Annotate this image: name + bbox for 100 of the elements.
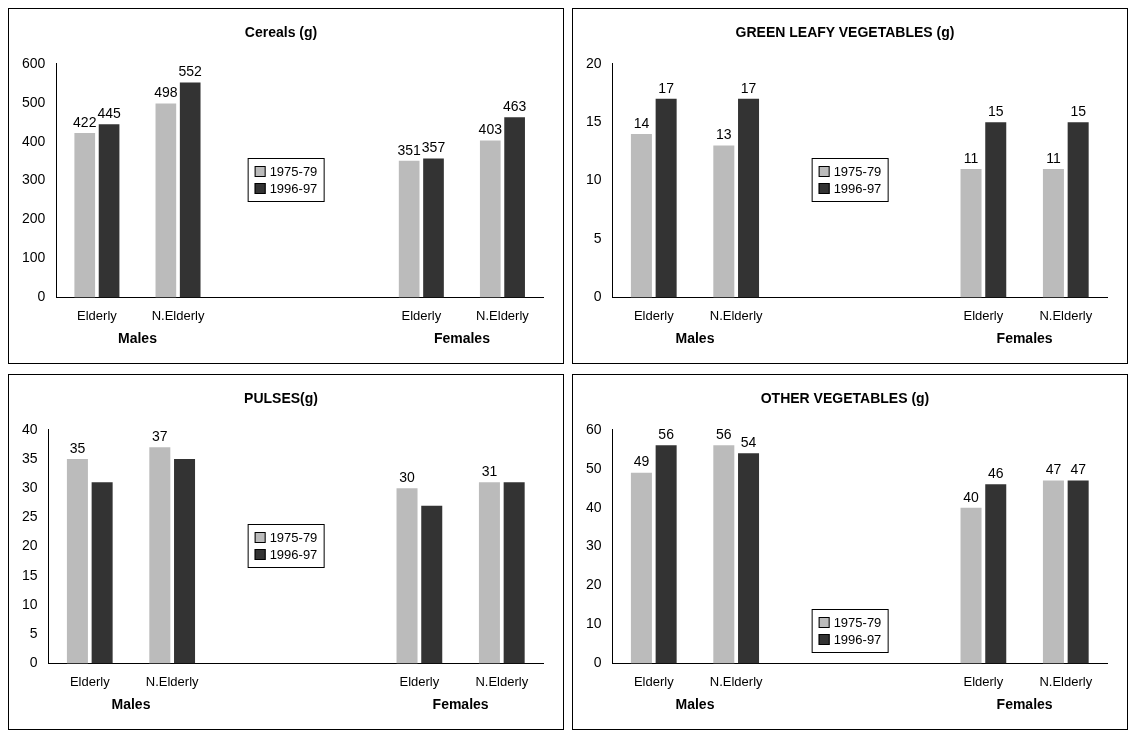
data-label: 15 [987,103,1004,120]
bar [149,447,171,664]
data-label: 54 [740,434,757,451]
bar [985,484,1007,664]
y-tick-label: 60 [585,420,602,437]
data-label: 47 [1045,461,1062,478]
bar [960,507,982,664]
x-tick-label: Elderly [69,673,111,689]
data-label: 37 [152,428,168,445]
bar [174,459,196,664]
x-tick-label: Elderly [963,307,1004,323]
y-tick-label: 30 [21,479,38,496]
chart-title: OTHER VEGETABLES (g) [760,390,930,407]
y-tick-label: 15 [585,113,602,130]
data-label: 49 [633,453,650,470]
data-label: 31 [481,463,498,480]
legend-label: 1996-97 [269,546,318,562]
data-label: 13 [716,126,732,143]
y-tick-label: 20 [21,537,38,554]
x-tick-label: N.Elderly [151,307,205,323]
y-tick-label: 100 [22,249,46,266]
y-tick-label: 50 [585,459,602,476]
bar [655,445,677,664]
bar [1042,168,1064,298]
bar [74,133,96,298]
bar [1067,480,1089,664]
y-tick-label: 600 [22,54,46,71]
chart-title: Cereals (g) [244,24,318,41]
data-label: 357 [421,139,446,156]
chart-title: GREEN LEAFY VEGETABLES (g) [735,24,955,41]
y-tick-label: 10 [21,595,38,612]
legend-label: 1975-79 [269,529,318,545]
x-tick-label: Elderly [633,307,675,323]
y-tick-label: 15 [21,566,38,583]
y-tick-label: 20 [585,576,602,593]
legend-label: 1996-97 [269,180,318,196]
text: Males [118,330,158,347]
y-tick-label: 0 [593,288,602,305]
bar [421,505,443,664]
data-label: 15 [1070,103,1087,120]
y-tick-label: 40 [585,498,602,515]
bar [1042,480,1064,664]
bar [655,98,677,298]
data-label: 422 [73,113,97,130]
y-tick-label: 25 [21,508,38,525]
x-tick-label: Elderly [963,673,1004,689]
y-tick-label: 10 [585,615,602,632]
text: Females [433,330,491,347]
data-label: 40 [963,488,980,505]
x-tick-label: Elderly [633,673,675,689]
text: Females [996,696,1053,713]
legend-label: 1975-79 [833,163,882,179]
bar [1067,122,1089,298]
data-label: 30 [399,469,416,486]
text: Males [675,330,715,347]
bar [713,445,735,664]
x-tick-label: N.Elderly [476,307,530,323]
data-label: 47 [1070,461,1087,478]
y-tick-label: 5 [29,625,38,642]
data-label: 14 [633,114,650,131]
data-label: 403 [478,121,503,138]
x-tick-label: N.Elderly [709,307,764,323]
legend-label: 1996-97 [833,631,882,647]
bar [423,158,444,298]
bar [478,482,500,664]
y-tick-label: 0 [37,288,46,305]
legend-label: 1975-79 [269,163,318,179]
x-tick-label: N.Elderly [145,673,200,689]
bar [91,482,113,664]
data-label: 17 [740,79,757,96]
y-tick-label: 200 [22,210,46,227]
data-label: 17 [658,79,675,96]
y-tick-label: 5 [593,229,602,246]
data-label: 463 [502,98,527,114]
bar [985,122,1007,298]
text: Males [111,696,151,713]
y-tick-label: 20 [585,54,602,71]
legend-label: 1996-97 [833,180,882,196]
y-tick-label: 0 [29,654,38,671]
bar [630,133,652,298]
data-label: 46 [987,465,1004,482]
y-tick-label: 30 [585,537,602,554]
bar [738,453,760,664]
y-tick-label: 500 [22,93,46,110]
text: Females [996,330,1053,347]
bar [155,103,177,298]
text: Males [675,696,715,713]
bar [179,82,201,298]
data-label: 445 [97,105,121,122]
y-tick-label: 0 [593,654,602,671]
bar [396,488,418,664]
x-tick-label: N.Elderly [1039,307,1093,323]
x-tick-label: N.Elderly [475,673,529,689]
bar [504,117,525,298]
bar [479,140,501,298]
data-label: 35 [69,439,86,456]
chart-title: PULSES(g) [244,390,318,407]
bar [713,145,735,298]
x-tick-label: N.Elderly [1039,673,1093,689]
bar [98,124,120,298]
